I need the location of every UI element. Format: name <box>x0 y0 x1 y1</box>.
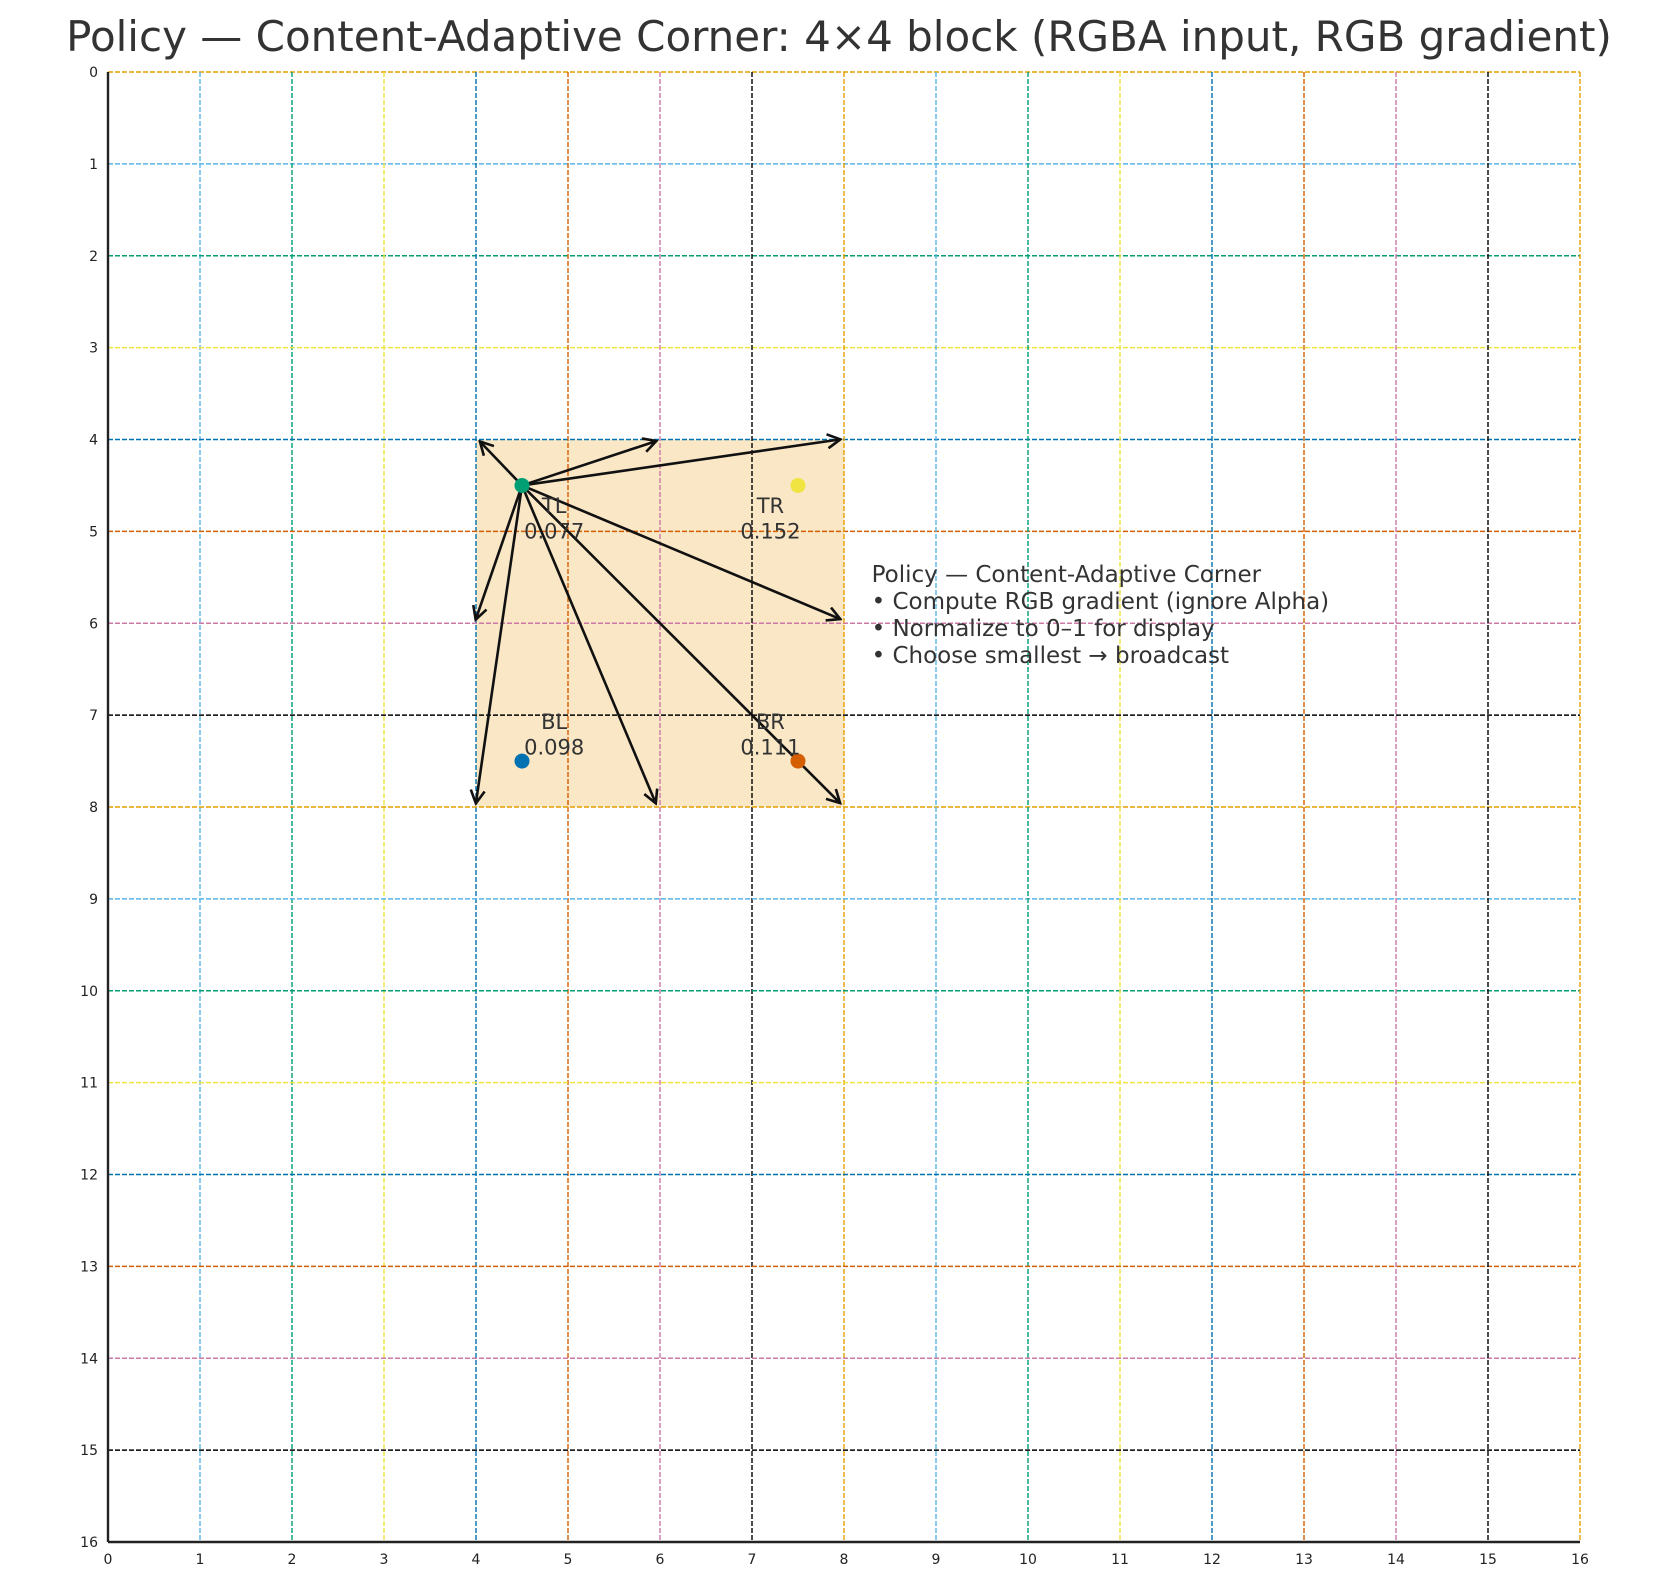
x-tick-label: 14 <box>1387 1552 1405 1568</box>
x-tick-label: 13 <box>1295 1552 1313 1568</box>
x-tick-label: 9 <box>932 1552 941 1568</box>
gradient-arrow <box>521 441 655 487</box>
y-tick-label: 2 <box>89 249 98 265</box>
corner-marker-tl <box>514 477 530 493</box>
y-tick-label: 9 <box>89 892 98 908</box>
y-tick-label: 6 <box>89 616 98 632</box>
corner-label-tr: TR <box>756 494 784 518</box>
y-tick-label: 5 <box>89 524 98 540</box>
corner-value-bl: 0.098 <box>524 736 584 760</box>
corner-marker-br <box>790 753 806 769</box>
x-tick-label: 8 <box>840 1552 849 1568</box>
y-tick-label: 12 <box>80 1168 98 1184</box>
y-tick-label: 13 <box>80 1259 98 1275</box>
x-tick-label: 12 <box>1203 1552 1221 1568</box>
x-tick-label: 4 <box>472 1552 481 1568</box>
gradient-arrow <box>520 484 655 802</box>
x-tick-label: 7 <box>748 1552 757 1568</box>
x-tick-label: 1 <box>196 1552 205 1568</box>
gradient-arrow <box>521 484 839 618</box>
x-tick-label: 11 <box>1111 1552 1129 1568</box>
x-tick-label: 15 <box>1479 1552 1497 1568</box>
corner-value-br: 0.111 <box>740 736 800 760</box>
x-tick-label: 3 <box>380 1552 389 1568</box>
x-tick-label: 6 <box>656 1552 665 1568</box>
gradient-arrow <box>476 485 524 618</box>
y-tick-label: 3 <box>89 341 98 357</box>
corner-label-tl: TL <box>541 494 567 518</box>
y-tick-label: 11 <box>80 1076 98 1092</box>
x-tick-label: 2 <box>288 1552 297 1568</box>
corner-label-br: BR <box>756 710 785 734</box>
corner-value-tr: 0.152 <box>740 520 800 544</box>
policy-note-line: Policy — Content-Adaptive Corner <box>872 562 1262 588</box>
gradient-arrow <box>521 440 839 487</box>
corner-marker-tr <box>790 477 806 493</box>
x-tick-label: 5 <box>564 1552 573 1568</box>
y-tick-label: 16 <box>80 1535 98 1551</box>
y-tick-label: 15 <box>80 1443 98 1459</box>
corner-marker-bl <box>514 753 530 769</box>
chart-title: Policy — Content-Adaptive Corner: 4×4 bl… <box>66 12 1612 61</box>
gradient-arrow <box>521 484 839 802</box>
y-tick-label: 7 <box>89 708 98 724</box>
y-tick-label: 4 <box>89 433 98 449</box>
corner-label-bl: BL <box>541 710 567 734</box>
y-tick-label: 10 <box>80 984 98 1000</box>
x-tick-label: 0 <box>104 1552 113 1568</box>
x-tick-label: 10 <box>1019 1552 1037 1568</box>
policy-note-line: • Choose smallest → broadcast <box>872 643 1229 669</box>
y-tick-label: 0 <box>89 65 98 81</box>
policy-note-line: • Normalize to 0–1 for display <box>872 616 1215 642</box>
gradient-arrow <box>476 485 524 802</box>
policy-note-line: • Compute RGB gradient (ignore Alpha) <box>872 589 1330 615</box>
corner-value-tl: 0.077 <box>524 520 584 544</box>
x-tick-label: 16 <box>1571 1552 1589 1568</box>
y-tick-label: 8 <box>89 800 98 816</box>
y-tick-label: 14 <box>80 1351 98 1367</box>
gradient-arrow <box>481 442 523 487</box>
y-tick-label: 1 <box>89 157 98 173</box>
